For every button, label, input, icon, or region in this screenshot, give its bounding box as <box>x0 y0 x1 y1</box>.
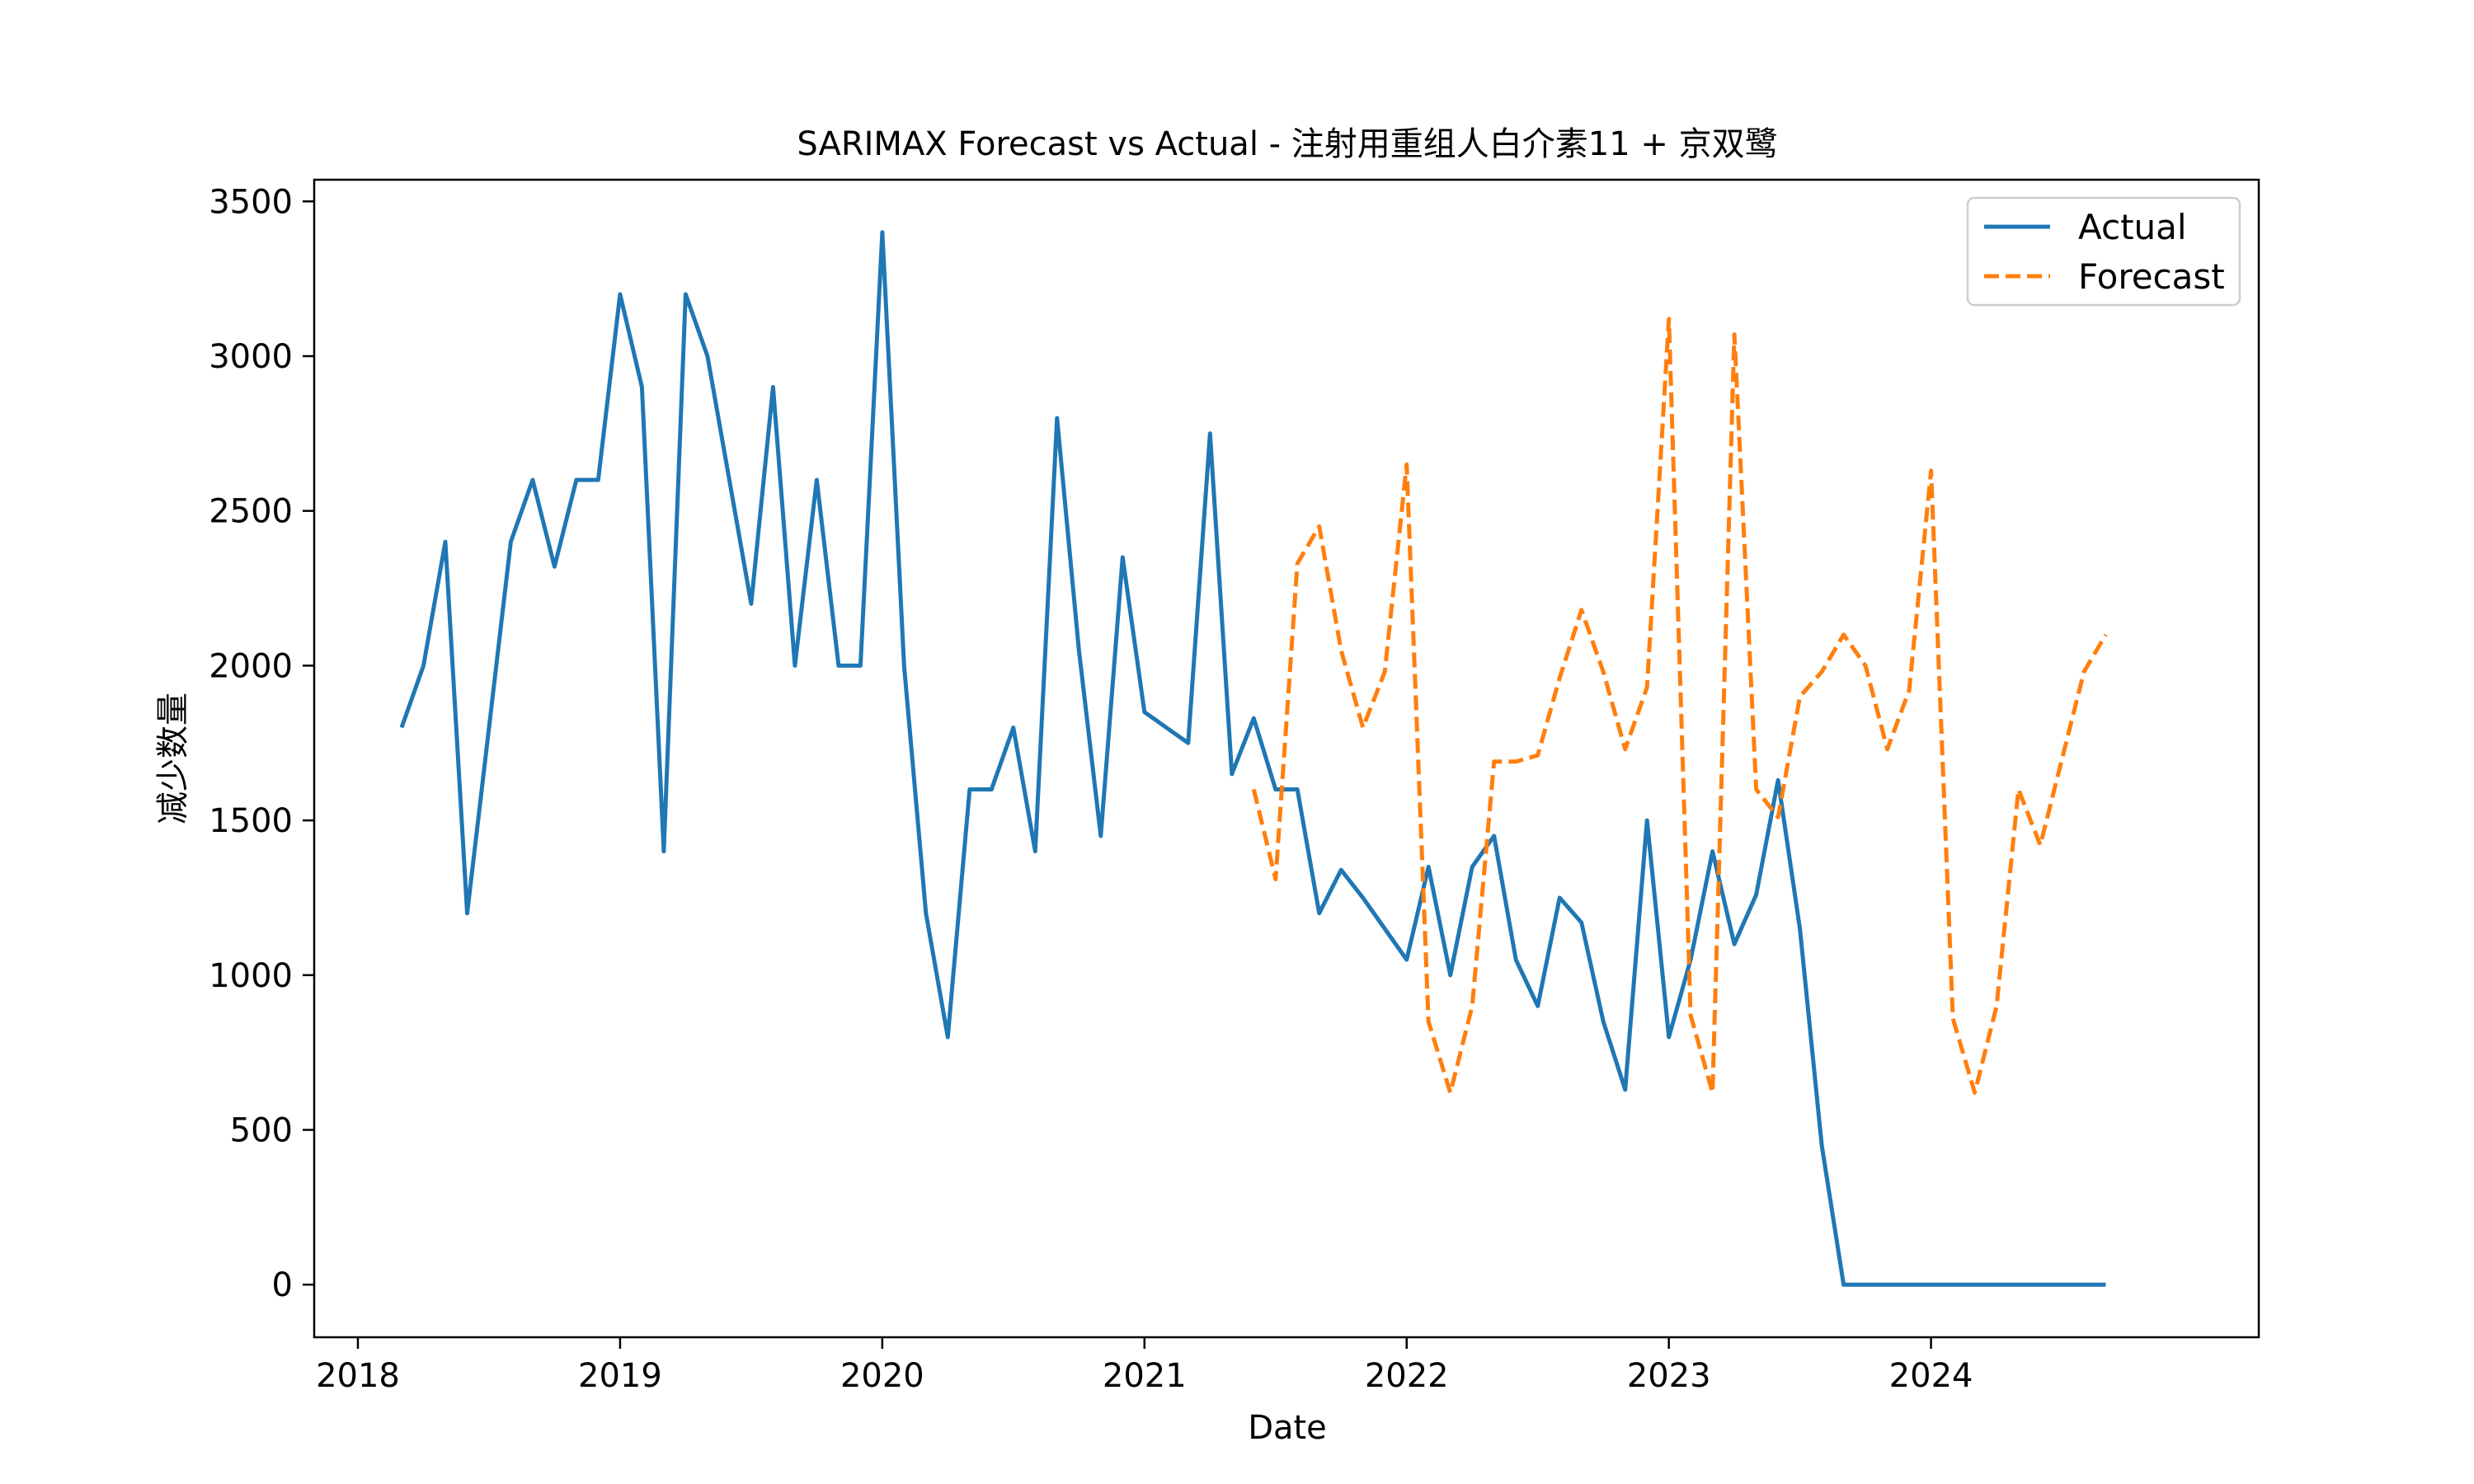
x-tick-label-2018: 2018 <box>316 1357 400 1395</box>
series-line-actual <box>399 230 2106 1287</box>
legend: Actual Forecast <box>1966 196 2241 307</box>
series-line-forecast <box>1251 317 2108 1095</box>
y-axis-label: 减少数量 <box>154 693 192 824</box>
y-tick-label-2500: 2500 <box>209 493 293 531</box>
x-tick-label-2019: 2019 <box>578 1357 662 1395</box>
y-tick-label-1500: 1500 <box>209 802 293 840</box>
legend-label-forecast: Forecast <box>2078 256 2225 297</box>
y-axis: 0 500 1000 1500 2000 2500 3000 3500 <box>209 183 314 1304</box>
x-tick-label-2023: 2023 <box>1627 1357 1711 1395</box>
y-tick-label-2000: 2000 <box>209 647 293 685</box>
x-axis-label: Date <box>1248 1409 1327 1447</box>
chart-title: SARIMAX Forecast vs Actual - 注射用重组人白介素11… <box>797 125 1777 163</box>
y-tick-label-500: 500 <box>230 1111 293 1149</box>
y-tick-label-1000: 1000 <box>209 957 293 995</box>
y-tick-label-3500: 3500 <box>209 183 293 221</box>
x-tick-label-2021: 2021 <box>1103 1357 1187 1395</box>
plot-frame <box>313 178 2260 1339</box>
plot-area <box>313 178 2260 1339</box>
series-layer <box>399 230 2108 1287</box>
x-axis: 2018 2019 2020 2021 2022 2023 2024 <box>316 1337 1973 1395</box>
x-tick-label-2022: 2022 <box>1365 1357 1449 1395</box>
x-tick-label-2024: 2024 <box>1889 1357 1973 1395</box>
y-tick-label-0: 0 <box>272 1266 293 1304</box>
legend-label-actual: Actual <box>2078 207 2187 247</box>
x-tick-label-2020: 2020 <box>840 1357 924 1395</box>
y-tick-label-3000: 3000 <box>209 338 293 376</box>
